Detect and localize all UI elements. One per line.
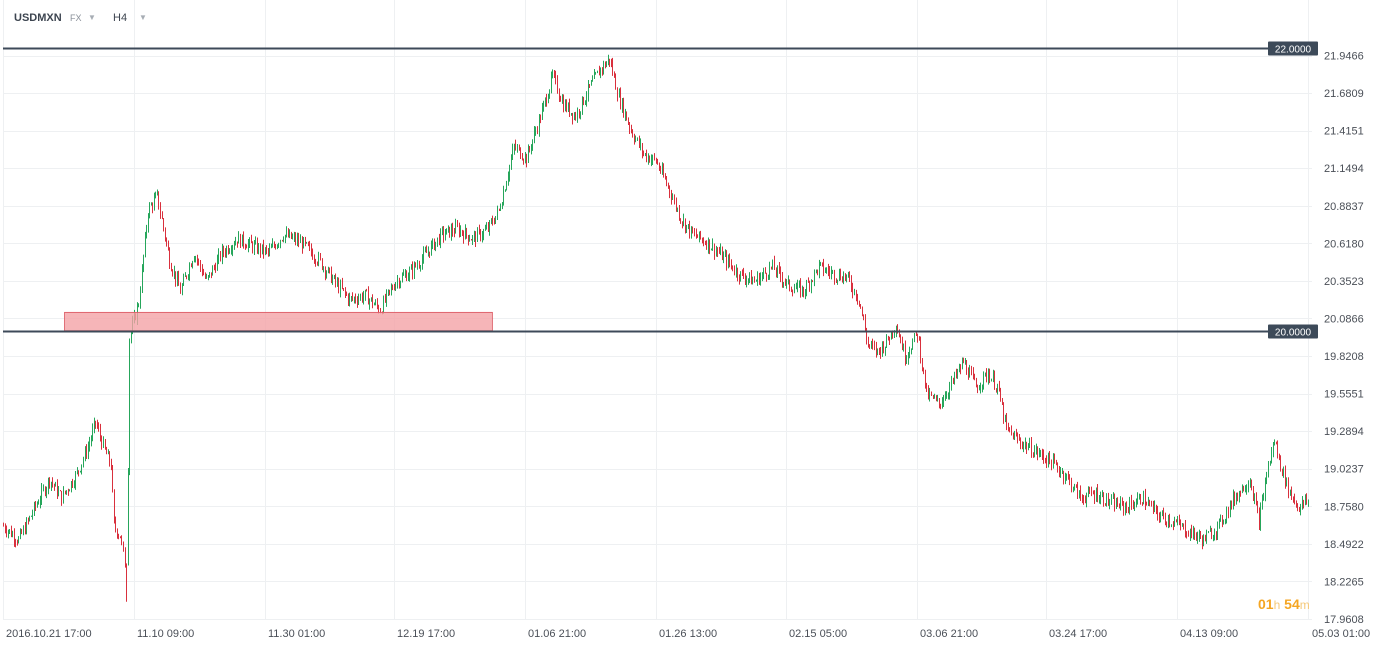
y-tick-label: 20.3523 bbox=[1324, 276, 1364, 288]
countdown-hours: 01 bbox=[1258, 596, 1274, 612]
y-tick-label: 19.5551 bbox=[1324, 389, 1364, 401]
x-tick-label: 11.10 09:00 bbox=[137, 628, 194, 640]
candle-countdown: 01h 54m bbox=[1258, 596, 1310, 612]
y-tick-label: 20.6180 bbox=[1324, 238, 1364, 250]
y-tick-label: 21.1494 bbox=[1324, 163, 1364, 175]
level-price-label: 22.0000 bbox=[1275, 45, 1312, 56]
countdown-hours-unit: h bbox=[1273, 598, 1281, 612]
x-tick-label: 01.06 21:00 bbox=[528, 628, 586, 640]
y-tick-label: 20.0866 bbox=[1324, 313, 1364, 325]
market-label: FX bbox=[70, 13, 82, 23]
y-tick-label: 18.2265 bbox=[1324, 576, 1364, 588]
y-tick-label: 21.4151 bbox=[1324, 126, 1364, 138]
supply-zone-rect bbox=[64, 311, 493, 332]
x-tick-label: 03.24 17:00 bbox=[1049, 628, 1107, 640]
level-price-tag bbox=[1268, 41, 1318, 56]
level-price-tag bbox=[1268, 324, 1318, 339]
x-tick-label: 01.26 13:00 bbox=[659, 628, 717, 640]
y-tick-label: 17.9608 bbox=[1324, 614, 1364, 626]
x-axis: 2016.10.21 17:00 11.10 09:00 11.30 01:00 12… bbox=[6, 628, 1370, 640]
x-tick-label: 02.15 05:00 bbox=[789, 628, 847, 640]
x-tick-label: 04.13 09:00 bbox=[1180, 628, 1238, 640]
market-dropdown-icon[interactable]: ▼ bbox=[88, 13, 96, 22]
y-tick-label: 21.9466 bbox=[1324, 51, 1364, 63]
level-price-label: 20.0000 bbox=[1275, 328, 1312, 339]
y-axis: 21.9466 21.6809 21.4151 21.1494 20.8837 20.61… bbox=[1324, 51, 1364, 626]
chart-toolbar: USDMXN FX ▼ H4 ▼ bbox=[0, 0, 1385, 36]
grid-lines bbox=[3, 0, 1312, 620]
y-tick-label: 21.6809 bbox=[1324, 88, 1364, 100]
x-tick-label: 12.19 17:00 bbox=[397, 628, 455, 640]
countdown-minutes: 54 bbox=[1284, 596, 1300, 612]
y-tick-label: 18.7580 bbox=[1324, 501, 1364, 513]
timeframe-dropdown-icon[interactable]: ▼ bbox=[139, 13, 147, 22]
x-tick-label: 03.06 21:00 bbox=[920, 628, 978, 640]
x-tick-label: 2016.10.21 17:00 bbox=[6, 628, 92, 640]
countdown-minutes-unit: m bbox=[1299, 598, 1310, 612]
y-tick-label: 19.0237 bbox=[1324, 464, 1364, 476]
x-tick-label: 11.30 01:00 bbox=[268, 628, 325, 640]
y-tick-label: 19.8208 bbox=[1324, 351, 1364, 363]
timeframe-selector[interactable]: H4 bbox=[113, 12, 128, 24]
y-tick-label: 18.4922 bbox=[1324, 539, 1364, 551]
y-tick-label: 20.8837 bbox=[1324, 201, 1364, 213]
y-tick-label: 19.2894 bbox=[1324, 426, 1364, 438]
symbol-label[interactable]: USDMXN bbox=[14, 12, 62, 24]
x-tick-label: 05.03 01:00 bbox=[1312, 628, 1370, 640]
